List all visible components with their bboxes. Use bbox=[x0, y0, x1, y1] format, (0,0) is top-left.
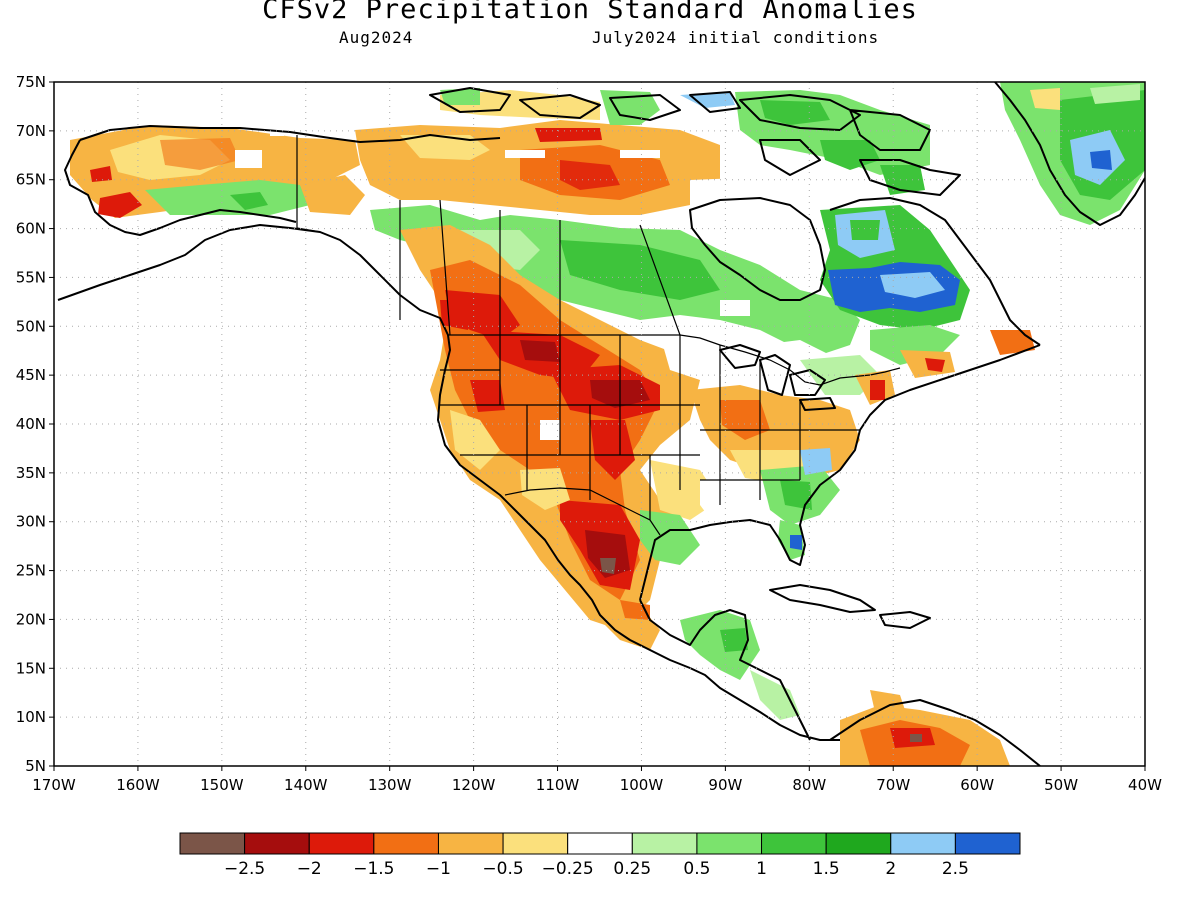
anomaly-canada bbox=[370, 205, 1035, 378]
lon-tick-label: 110W bbox=[536, 776, 580, 794]
colorbar-label: −0.5 bbox=[482, 859, 523, 879]
lat-tick-label: 70N bbox=[16, 122, 46, 140]
lon-tick-label: 50W bbox=[1044, 776, 1078, 794]
colorbar-swatch bbox=[890, 832, 956, 855]
colorbar-swatch bbox=[696, 832, 763, 855]
colorbar-swatch bbox=[244, 832, 310, 855]
cuba bbox=[769, 584, 876, 613]
lat-tick-label: 50N bbox=[16, 317, 46, 335]
lat-tick-label: 65N bbox=[16, 171, 46, 189]
colorbar-label: 2.5 bbox=[942, 859, 969, 879]
colorbar-label: −2.5 bbox=[224, 859, 265, 879]
colorbar-label: −2 bbox=[297, 859, 322, 879]
colorbar-swatch bbox=[825, 832, 892, 855]
lat-tick-label: 55N bbox=[16, 268, 46, 286]
lat-tick-label: 30N bbox=[16, 513, 46, 531]
canada-province-lines bbox=[399, 199, 681, 336]
colorbar-swatch bbox=[631, 832, 698, 855]
lat-tick-label: 45N bbox=[16, 366, 46, 384]
colorbar-label: −1 bbox=[426, 859, 451, 879]
colorbar-label: 1.5 bbox=[813, 859, 840, 879]
canadian-islands bbox=[429, 87, 961, 196]
lat-tick-label: 20N bbox=[16, 610, 46, 628]
colorbar-swatch bbox=[567, 832, 633, 855]
lat-tick-label: 40N bbox=[16, 415, 46, 433]
lat-tick-label: 35N bbox=[16, 464, 46, 482]
us-canada-border bbox=[447, 334, 901, 386]
lon-tick-label: 100W bbox=[620, 776, 664, 794]
colorbar-label: 2 bbox=[885, 859, 896, 879]
colorbar-swatch bbox=[179, 832, 246, 855]
latitude-axis: 75N 70N 65N 60N 55N 50N 45N 40N 35N 30N 25N 20N 15N 1… bbox=[16, 73, 54, 775]
lat-tick-label: 10N bbox=[16, 708, 46, 726]
alaska-west-coast bbox=[64, 139, 297, 236]
longitude-axis: 170W 160W 150W 140W 130W 120W 110W 100W 90W 80W 70… bbox=[32, 766, 1162, 794]
lon-tick-label: 40W bbox=[1128, 776, 1162, 794]
labrador-coast bbox=[829, 197, 1041, 346]
lon-tick-label: 120W bbox=[452, 776, 496, 794]
greenland-coast bbox=[994, 82, 1145, 226]
alaska-coast bbox=[57, 224, 840, 741]
alaska-north-coast bbox=[79, 125, 501, 143]
colorbar-label: 0.5 bbox=[683, 859, 710, 879]
anomaly-alaska bbox=[70, 125, 365, 218]
map-title: CFSv2 Precipitation Standard Anomalies bbox=[262, 0, 918, 25]
colorbar: −2.5 −2 −1.5 −1 −0.5 −0.25 0.25 0.5 1 1.5 2 2.5 bbox=[179, 832, 1021, 879]
hispaniola bbox=[879, 611, 931, 629]
east-us-coast bbox=[639, 344, 1041, 601]
colorbar-swatch bbox=[373, 832, 439, 855]
lon-tick-label: 60W bbox=[960, 776, 994, 794]
anomaly-neutral-patches bbox=[270, 128, 750, 316]
colorbar-label: 0.25 bbox=[613, 859, 651, 879]
south-america-coast bbox=[829, 699, 1041, 766]
lon-tick-label: 150W bbox=[200, 776, 244, 794]
us-state-lines bbox=[440, 335, 860, 520]
anomaly-tropics bbox=[600, 600, 1010, 766]
lon-tick-label: 90W bbox=[708, 776, 742, 794]
lat-lon-grid bbox=[54, 82, 1145, 766]
colorbar-swatch bbox=[761, 832, 827, 855]
initial-conditions: July2024 initial conditions bbox=[592, 28, 880, 47]
colorbar-label: −1.5 bbox=[353, 859, 394, 879]
lat-tick-label: 25N bbox=[16, 562, 46, 580]
anomaly-greenland bbox=[1000, 82, 1145, 225]
colorbar-swatch bbox=[502, 832, 569, 855]
colorbar-label: −0.25 bbox=[542, 859, 594, 879]
alaska-canada-border bbox=[296, 135, 361, 256]
lat-tick-label: 5N bbox=[25, 757, 46, 775]
lat-tick-label: 15N bbox=[16, 659, 46, 677]
colorbar-swatch bbox=[954, 832, 1021, 855]
colorbar-label: 1 bbox=[756, 859, 767, 879]
lon-tick-label: 80W bbox=[792, 776, 826, 794]
lon-tick-label: 140W bbox=[284, 776, 328, 794]
forecast-month: Aug2024 bbox=[339, 28, 414, 47]
colorbar-swatch bbox=[308, 832, 375, 855]
hudson-bay-coast bbox=[689, 197, 826, 301]
gulf-coast bbox=[639, 599, 811, 741]
anomaly-arctic bbox=[355, 88, 930, 240]
lon-tick-label: 160W bbox=[116, 776, 160, 794]
us-mexico-border bbox=[504, 487, 661, 536]
lon-tick-label: 70W bbox=[876, 776, 910, 794]
great-lakes bbox=[719, 344, 836, 411]
political-borders bbox=[296, 135, 901, 536]
colorbar-swatch bbox=[437, 832, 504, 855]
lon-tick-label: 170W bbox=[32, 776, 76, 794]
anomaly-fields bbox=[70, 82, 1145, 766]
coastlines bbox=[57, 82, 1145, 766]
lon-tick-label: 130W bbox=[368, 776, 412, 794]
lat-tick-label: 75N bbox=[16, 73, 46, 91]
lat-tick-label: 60N bbox=[16, 220, 46, 238]
